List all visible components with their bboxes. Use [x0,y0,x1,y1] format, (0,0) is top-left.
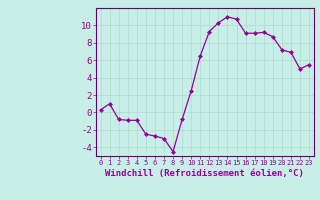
X-axis label: Windchill (Refroidissement éolien,°C): Windchill (Refroidissement éolien,°C) [105,169,304,178]
